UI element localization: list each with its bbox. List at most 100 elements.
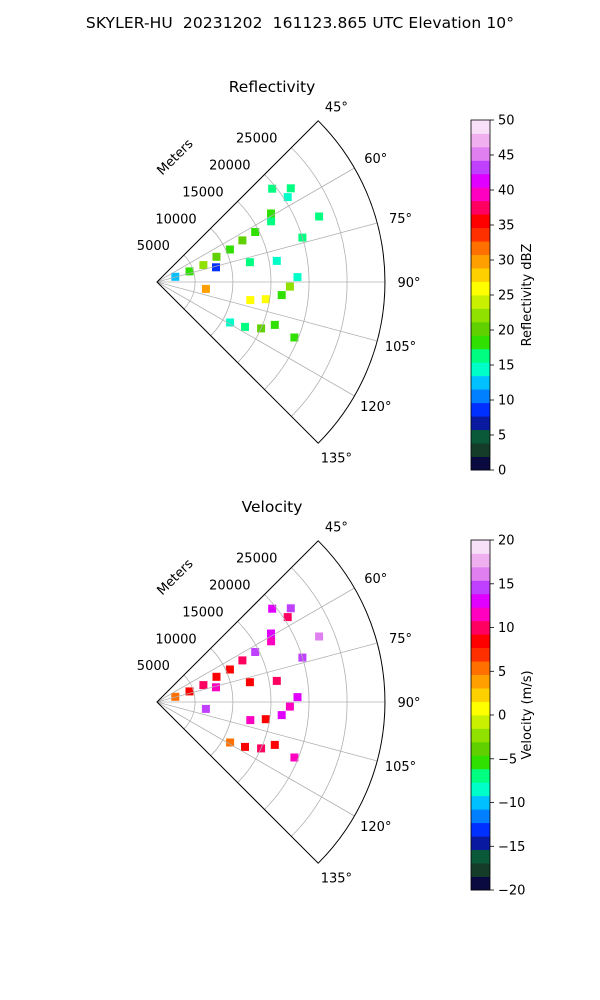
- data-cell: [267, 209, 275, 218]
- angle-tick-label: 90°: [397, 696, 420, 711]
- colorbar-gradient: [471, 540, 490, 891]
- angle-tick-label: 120°: [360, 400, 391, 415]
- colorbar-band: [471, 809, 490, 824]
- colorbar-band: [471, 741, 490, 756]
- angle-tick-label: 135°: [321, 871, 352, 886]
- colorbar-tick-label: −20: [498, 884, 525, 899]
- data-cell: [225, 665, 234, 674]
- colorbar-band: [471, 795, 490, 810]
- radial-tick-label: 10000: [155, 632, 196, 647]
- colorbar-band: [471, 227, 490, 242]
- colorbar-band: [471, 876, 490, 891]
- reflectivity-panel: Reflectivity 5000 10000 15000 20000 2500…: [137, 78, 535, 479]
- data-cell: [212, 252, 221, 261]
- colorbar-band: [471, 580, 490, 595]
- angle-tick-labels: 45° 60° 75° 90° 105° 120° 135°: [321, 521, 421, 887]
- data-cell: [267, 217, 276, 226]
- radial-tick-label: 15000: [182, 185, 223, 200]
- polar-grid: [156, 540, 385, 864]
- data-cell: [251, 648, 260, 656]
- data-cell: [270, 740, 279, 749]
- azimuth-spoke: [156, 281, 378, 342]
- angle-tick-label: 105°: [385, 760, 416, 775]
- colorbar-band: [471, 553, 490, 568]
- data-cell: [212, 263, 220, 272]
- colorbar-band: [471, 661, 490, 676]
- colorbar-tick-label: 10: [498, 621, 515, 636]
- colorbar-gradient: [471, 120, 490, 471]
- colorbar-band: [471, 728, 490, 743]
- colorbar-tick-label: 35: [498, 219, 515, 234]
- colorbar-band: [471, 620, 490, 635]
- colorbar-band: [471, 402, 490, 417]
- angle-tick-label: 45°: [325, 101, 348, 116]
- data-cell: [241, 322, 249, 331]
- colorbar-band: [471, 254, 490, 269]
- data-cell: [201, 704, 210, 713]
- data-cell: [285, 282, 294, 291]
- data-cell: [251, 228, 260, 236]
- colorbar-band: [471, 849, 490, 864]
- velocity-panel: Velocity 5000 10000 15000 20000 25000 Me…: [137, 498, 535, 899]
- radial-tick-label: 10000: [155, 212, 196, 227]
- azimuth-spoke: [156, 222, 378, 283]
- colorbar-tick-label: −15: [498, 840, 525, 855]
- colorbar-band: [471, 456, 490, 471]
- colorbar-band: [471, 429, 490, 444]
- data-cell: [268, 184, 277, 193]
- data-cell: [199, 681, 208, 690]
- radial-tick-label: 5000: [137, 239, 170, 254]
- colorbar-band: [471, 782, 490, 797]
- colorbar-band: [471, 863, 490, 877]
- radial-tick-label: 5000: [137, 659, 170, 674]
- colorbar-band: [471, 241, 490, 256]
- data-cell: [270, 320, 279, 329]
- colorbar-tick-label: 15: [498, 577, 515, 592]
- data-cell: [212, 672, 221, 681]
- azimuth-spoke: [156, 642, 378, 703]
- colorbar-band: [471, 674, 490, 689]
- data-cell: [315, 632, 324, 641]
- colorbar-band: [471, 701, 490, 716]
- sector-outline: [156, 120, 386, 444]
- colorbar-tick-label: −5: [498, 752, 517, 767]
- angle-tick-label: 120°: [360, 820, 391, 835]
- colorbar-band: [471, 607, 490, 622]
- data-cell: [268, 604, 277, 613]
- radial-axis-label: Meters: [155, 556, 197, 598]
- data-cell: [212, 683, 220, 692]
- colorbar-tick-label: 25: [498, 289, 515, 304]
- data-cell: [290, 333, 299, 342]
- colorbar-band: [471, 688, 490, 702]
- figure-title: SKYLER-HU 20231202 161123.865 UTC Elevat…: [85, 14, 515, 32]
- data-cell: [267, 629, 275, 638]
- panel-title: Velocity: [242, 498, 303, 516]
- colorbar-tick-label: 15: [498, 359, 515, 374]
- colorbar-band: [471, 822, 490, 837]
- colorbar-band: [471, 634, 490, 649]
- data-cell: [286, 184, 295, 193]
- polar-grid: [156, 120, 385, 444]
- data-cell: [261, 715, 270, 724]
- colorbar-band: [471, 593, 490, 608]
- radial-tick-labels: 5000 10000 15000 20000 25000: [137, 132, 278, 255]
- colorbar-band: [471, 321, 490, 336]
- data-cell: [283, 613, 292, 622]
- panel-title: Reflectivity: [229, 78, 316, 96]
- colorbar-band: [471, 133, 490, 148]
- colorbar-band: [471, 566, 490, 581]
- data-cell: [238, 236, 247, 245]
- data-cell: [283, 193, 292, 202]
- angle-tick-label: 105°: [385, 340, 416, 355]
- colorbar-band: [471, 375, 490, 390]
- radial-tick-labels: 5000 10000 15000 20000 25000: [137, 552, 278, 675]
- data-cell: [285, 702, 294, 711]
- data-cell: [293, 693, 302, 702]
- colorbar: −20 −15 −10 −5 0 5 10 15 20 Velocity (m/…: [470, 534, 535, 899]
- data-cell: [290, 753, 299, 762]
- colorbar-tick-labels: 0 5 10 15 20 25 30 35 40 45 50: [490, 114, 515, 479]
- colorbar-tick-label: −10: [498, 796, 525, 811]
- data-cell: [201, 284, 210, 293]
- colorbar-band: [471, 768, 490, 783]
- angle-tick-label: 60°: [364, 152, 387, 167]
